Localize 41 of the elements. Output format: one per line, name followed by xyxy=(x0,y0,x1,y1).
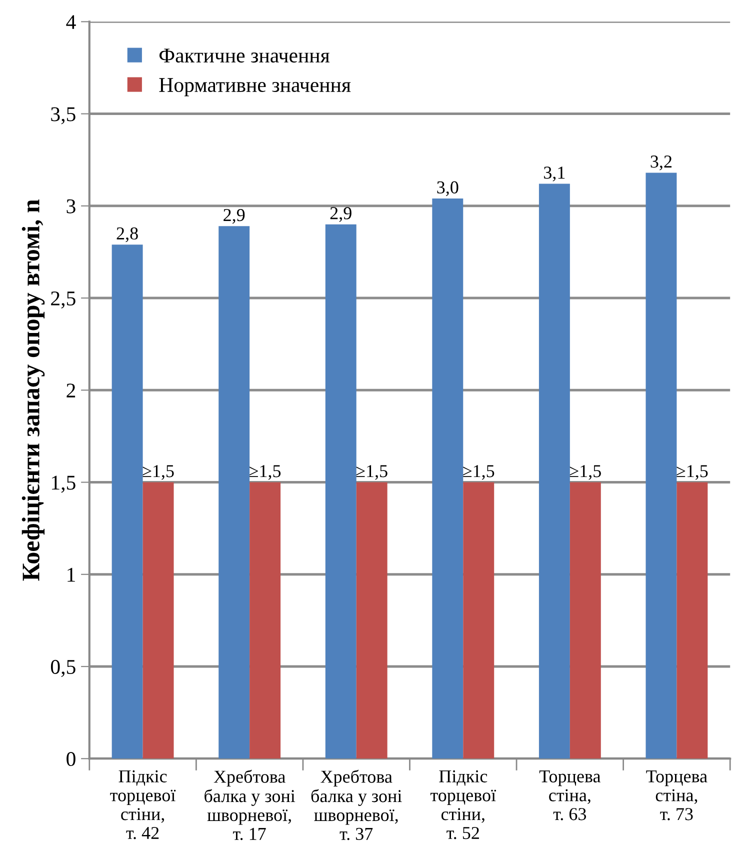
bar xyxy=(463,482,494,759)
data-label: ≥1,5 xyxy=(142,465,174,480)
y-tick-label: 2,5 xyxy=(51,291,76,308)
bar xyxy=(432,198,464,759)
bar xyxy=(356,482,388,759)
y-tick-label: 3,5 xyxy=(51,107,76,124)
legend-label: Фактичне значення xyxy=(159,48,330,63)
x-tick-label: Хребтова балка у зоні шворневої, т. 37 xyxy=(311,770,402,840)
x-tick-label: Підкіс торцевої стіни, т. 52 xyxy=(430,770,496,840)
x-tick-label: Підкіс торцевої стіни, т. 42 xyxy=(110,770,176,840)
y-tick-label: 1 xyxy=(68,568,75,582)
y-tick-label: 0,5 xyxy=(50,660,76,677)
x-tick-label: Торцева стіна, т. 73 xyxy=(646,770,708,820)
bar xyxy=(218,226,250,759)
bar xyxy=(538,184,570,759)
bar xyxy=(142,482,174,759)
x-tick-label: Торцева стіна, т. 63 xyxy=(539,770,601,820)
legend-label: Нормативне значення xyxy=(159,78,351,96)
y-tick-label: 1,5 xyxy=(52,476,76,493)
data-label: 2,9 xyxy=(224,208,245,224)
data-label: 3,0 xyxy=(437,181,458,196)
data-label: 2,8 xyxy=(116,227,138,242)
data-label: ≥1,5 xyxy=(676,465,708,480)
y-tick-label: 0 xyxy=(66,752,76,766)
x-tick-label: Хребтова балка у зоні шворневої, т. 17 xyxy=(204,770,296,840)
y-axis-title: Коефіцієнти запасу опору втомі, n xyxy=(22,200,45,581)
y-tick-label: 4 xyxy=(66,15,76,29)
data-label: ≥1,5 xyxy=(356,465,388,480)
y-tick-label: 2 xyxy=(66,384,76,398)
data-label: 3,1 xyxy=(544,166,565,182)
bar xyxy=(570,482,601,759)
bar xyxy=(250,482,281,759)
y-tick-label: 3 xyxy=(66,199,76,214)
data-label: 3,2 xyxy=(650,156,672,170)
bar xyxy=(325,224,356,759)
bar xyxy=(646,172,677,759)
data-label: ≥1,5 xyxy=(463,465,494,480)
data-label: 2,9 xyxy=(330,207,352,222)
bar xyxy=(676,482,708,759)
bar xyxy=(112,244,143,759)
data-label: ≥1,5 xyxy=(250,465,281,480)
